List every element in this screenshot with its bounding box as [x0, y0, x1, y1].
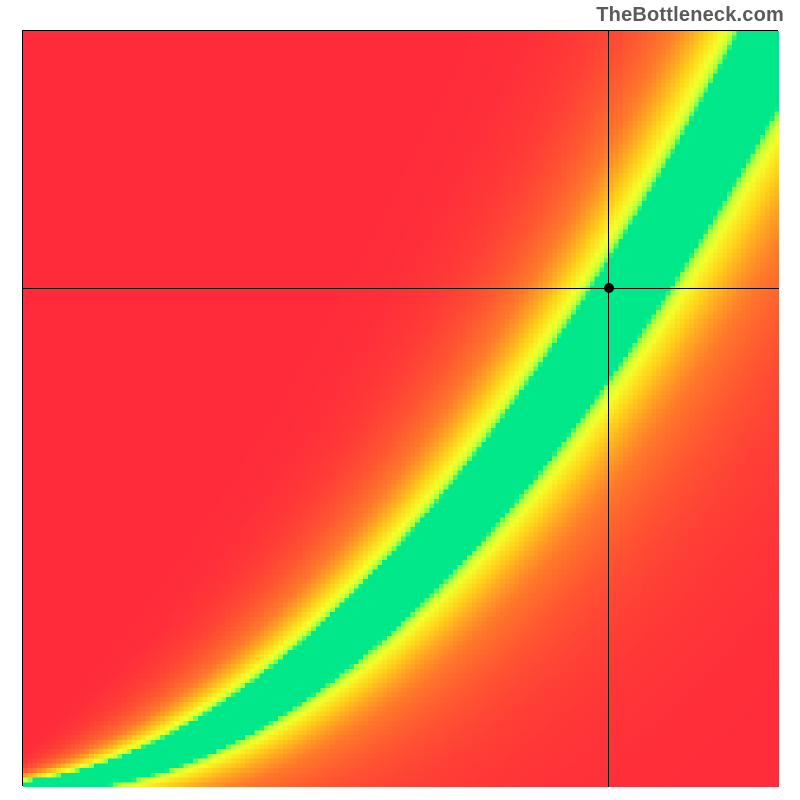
heatmap-canvas	[23, 31, 779, 787]
watermark-text: TheBottleneck.com	[596, 4, 784, 27]
crosshair-vertical-line	[608, 31, 609, 787]
chart-container: TheBottleneck.com	[0, 0, 800, 800]
crosshair-horizontal-line	[23, 288, 779, 289]
heatmap-plot-area	[22, 30, 778, 786]
marker-point	[604, 283, 614, 293]
